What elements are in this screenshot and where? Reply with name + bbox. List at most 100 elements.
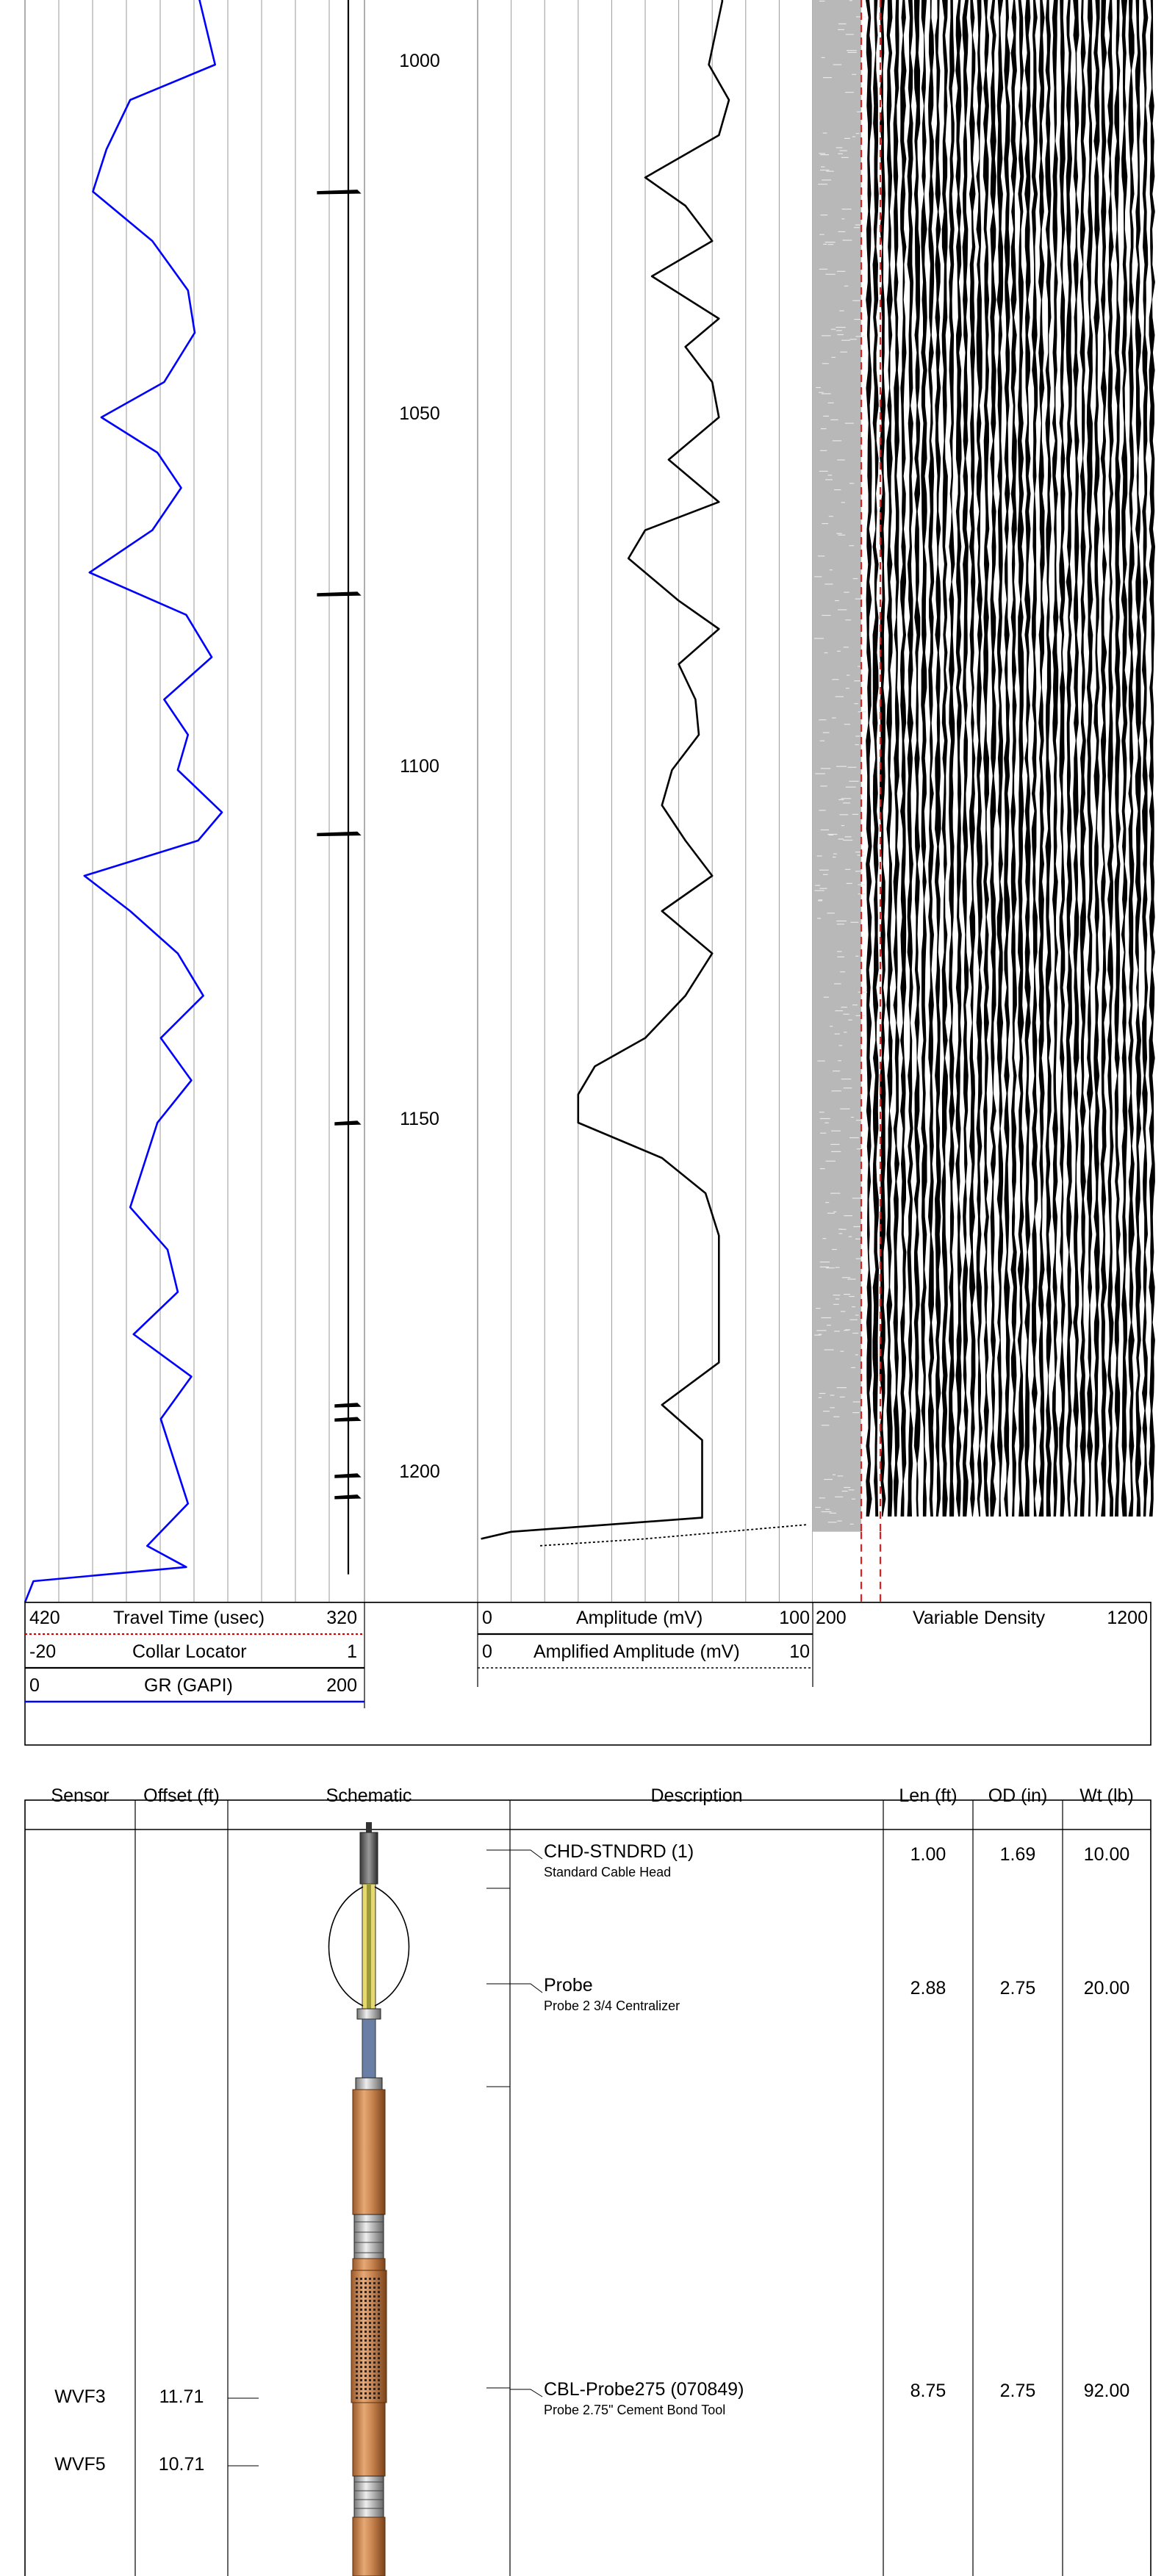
- vdl-stripe: [982, 0, 990, 1517]
- component-name: Probe: [544, 1975, 593, 1996]
- vdl-speckle: [836, 1387, 847, 1389]
- vdl-speckle: [835, 1267, 840, 1268]
- centralizer-bow: [328, 1886, 364, 2007]
- vdl-stripe: [1128, 0, 1135, 1517]
- amplitude-curve: [481, 0, 730, 1540]
- vdl-speckle: [852, 1332, 859, 1334]
- receiver-slot: [360, 2392, 362, 2395]
- receiver-slot: [356, 2370, 358, 2372]
- receiver-slot: [360, 2379, 362, 2381]
- receiver-slot: [356, 2344, 358, 2346]
- vdl-speckle: [852, 73, 857, 75]
- component-name: CBL-Probe275 (070849): [544, 2379, 744, 2400]
- amplitude-header: 0 Amplitude (mV) 100: [478, 1602, 813, 1634]
- receiver-slot: [369, 2370, 371, 2372]
- collar-kick: [334, 1417, 362, 1422]
- receiver-slot: [378, 2331, 380, 2333]
- vdl-speckle: [819, 234, 824, 235]
- receiver-slot: [369, 2300, 371, 2302]
- collar-locator-header: -20 Collar Locator 1: [25, 1636, 360, 1668]
- vdl-speckle: [850, 921, 859, 923]
- receiver-slot: [373, 2339, 376, 2342]
- receiver-slot: [360, 2361, 362, 2364]
- receiver-slot: [356, 2326, 358, 2328]
- receiver-slot: [364, 2335, 367, 2337]
- centralizer-bow: [374, 1886, 410, 2007]
- component-length: 1.00: [910, 1844, 946, 1865]
- vdl-speckle: [819, 470, 828, 472]
- vdl-speckle: [838, 1045, 843, 1046]
- amplitude-curve-layer: [481, 0, 806, 1547]
- vdl-speckle: [838, 534, 846, 536]
- scale-min: 0: [482, 1641, 492, 1662]
- vdl-no-data: [813, 1531, 1151, 1602]
- vdl-stripe: [1093, 0, 1100, 1517]
- receiver-slot: [360, 2335, 362, 2337]
- receiver-slot: [369, 2392, 371, 2395]
- receiver-slot: [356, 2375, 358, 2377]
- vdl-stripe: [1010, 0, 1017, 1517]
- vdl-speckle: [832, 679, 839, 680]
- receiver-slot: [356, 2379, 358, 2381]
- receiver-slot: [373, 2304, 376, 2306]
- receiver-slot: [356, 2322, 358, 2324]
- vdl-speckle: [822, 132, 827, 134]
- receiver-slot: [360, 2278, 362, 2280]
- vdl-stripe: [941, 0, 948, 1517]
- vdl-speckle: [827, 833, 838, 835]
- receiver-slot: [378, 2278, 380, 2280]
- receiver-slot: [369, 2375, 371, 2377]
- receiver-slot: [373, 2278, 376, 2280]
- vdl-stripe: [1031, 0, 1038, 1517]
- vdl-speckle: [819, 268, 828, 270]
- vdl-speckle: [852, 813, 859, 815]
- curve-title: Travel Time (usec): [113, 1607, 265, 1628]
- vdl-speckle: [852, 1004, 858, 1006]
- vdl-speckle: [846, 882, 852, 884]
- vdl-speckle: [841, 339, 850, 341]
- receiver-slot: [360, 2375, 362, 2377]
- vdl-speckle: [835, 1298, 840, 1300]
- vdl-speckle: [840, 971, 845, 973]
- vdl-speckle: [852, 1498, 855, 1500]
- vdl-speckle: [819, 392, 824, 393]
- receiver-slot: [369, 2353, 371, 2355]
- vdl-speckle: [854, 680, 865, 682]
- receiver-slot: [356, 2339, 358, 2342]
- vdl-speckle: [814, 576, 822, 578]
- receiver-slot: [360, 2282, 362, 2284]
- vdl-speckle: [819, 450, 827, 451]
- receiver-slot: [378, 2361, 380, 2364]
- vdl-speckle: [858, 711, 867, 713]
- tool-housing: [352, 2258, 386, 2271]
- receiver-slot: [373, 2309, 376, 2311]
- vdl-speckle: [820, 1132, 827, 1134]
- collar-kick: [334, 1473, 362, 1478]
- vdl-speckle: [841, 825, 845, 827]
- vdl-stripe: [976, 0, 982, 1517]
- receiver-slot: [360, 2313, 362, 2315]
- vdl-speckle: [820, 428, 827, 430]
- vdl-speckle: [854, 227, 860, 229]
- vdl-speckle: [819, 1118, 830, 1120]
- curve-title: GR (GAPI): [144, 1674, 233, 1696]
- vdl-speckle: [825, 1202, 830, 1204]
- receiver-slot: [369, 2287, 371, 2289]
- component-od: 2.75: [999, 1978, 1036, 1998]
- vdl-speckle: [838, 799, 844, 800]
- vdl-speckle: [841, 502, 845, 503]
- probe-neck: [362, 2018, 376, 2079]
- scale-min: 0: [482, 1607, 492, 1628]
- receiver-slot: [360, 2309, 362, 2311]
- receiver-slot: [360, 2317, 362, 2320]
- receiver-slot: [356, 2287, 358, 2289]
- scale-min: 200: [816, 1607, 847, 1628]
- vdl-speckle: [837, 334, 844, 336]
- vdl-stripe: [900, 0, 907, 1517]
- vdl-speckle: [849, 1137, 859, 1139]
- vdl-speckle: [849, 1523, 854, 1525]
- vdl-speckle: [819, 869, 829, 871]
- sensor-name: WVF5: [54, 2454, 106, 2475]
- receiver-slot: [364, 2313, 367, 2315]
- vdl-speckle: [823, 996, 829, 998]
